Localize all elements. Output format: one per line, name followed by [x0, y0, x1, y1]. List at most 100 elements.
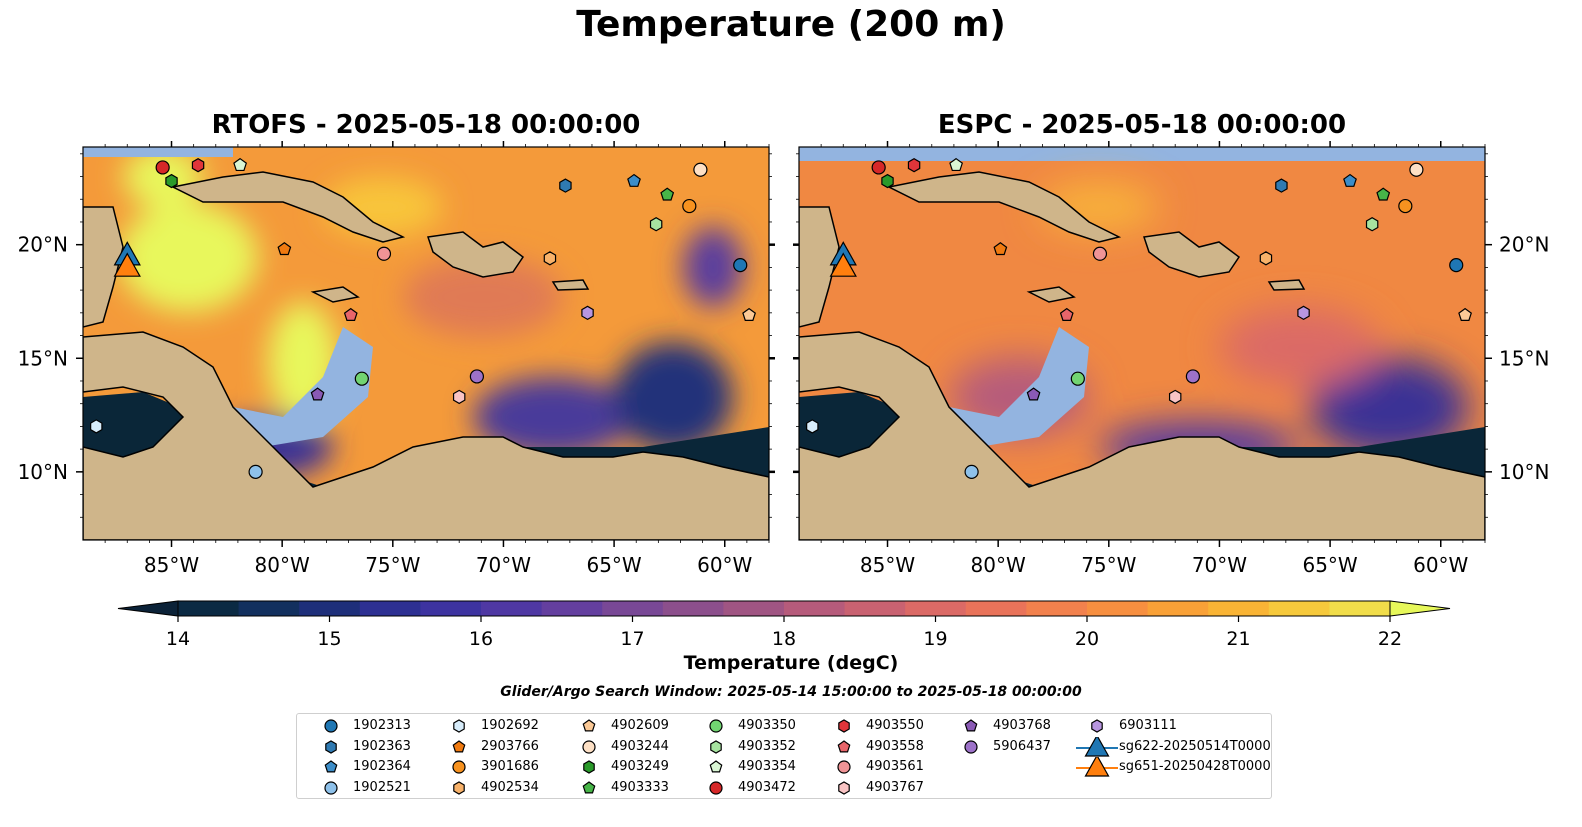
profile-markers-espc	[806, 157, 1472, 479]
profile-marker-4903354	[233, 157, 248, 172]
legend-label: 1902364	[353, 759, 411, 775]
legend-profile-icon	[452, 739, 466, 753]
colorbar-tick-label: 19	[923, 628, 947, 650]
lat-tick-label: 15°N	[1499, 346, 1549, 370]
colorbar-bin	[299, 601, 361, 616]
lon-tick-label: 70°W	[476, 553, 531, 577]
legend-profile-icon	[453, 719, 465, 733]
legend-item-6903111: 6903111	[1075, 716, 1265, 736]
legend-label: 6903111	[1119, 718, 1177, 733]
colorbar-bin	[481, 601, 543, 616]
colorbar-over-extension	[1389, 600, 1451, 617]
colorbar-bin	[905, 601, 967, 616]
legend-marker-icon	[583, 760, 595, 775]
legend-label: 4903244	[611, 738, 669, 754]
legend-item-4903354: 4903354	[694, 757, 884, 777]
colorbar-tick-label: 21	[1226, 628, 1250, 650]
legend-marker-icon	[582, 719, 596, 732]
legend-profile-icon	[582, 740, 596, 754]
profile-marker-4903354	[949, 157, 964, 172]
colorbar-bin	[1087, 601, 1149, 616]
legend-label: 4903249	[611, 759, 669, 775]
legend-profile-icon	[452, 760, 466, 774]
legend-profile-icon	[838, 781, 850, 795]
legend-marker-icon	[709, 781, 723, 795]
colorbar-under-extension	[117, 600, 179, 617]
legend-profile-icon	[838, 719, 850, 733]
legend-item-4903333: 4903333	[567, 778, 757, 798]
legend-marker-icon	[325, 739, 337, 754]
legend-item-4903249: 4903249	[567, 757, 757, 777]
lon-tick-label: 80°W	[255, 553, 310, 577]
colorbar-label: Temperature (degC)	[683, 652, 899, 674]
colorbar-bin	[602, 601, 664, 616]
profile-marker-1902521	[248, 464, 263, 479]
map-axes: 85°W 80°W 75°W 70°W 65°W 60°W 10°N 15°N 20°N 85°W…	[18, 141, 1549, 577]
legend-marker-icon	[838, 781, 850, 795]
profile-marker-4903550	[907, 157, 921, 173]
lat-tick-label: 20°N	[18, 233, 68, 257]
profile-marker-4903768	[1026, 387, 1041, 401]
colorbar-bin	[723, 601, 785, 616]
legend-label: 3901686	[481, 759, 539, 775]
legend-marker-icon	[324, 719, 338, 733]
figure-title: Temperature (200 m)	[576, 4, 1006, 45]
legend-item-5906437: 5906437	[949, 737, 1139, 757]
profile-marker-1902364	[627, 173, 641, 187]
legend-profile-icon	[709, 781, 723, 795]
profile-marker-4903352	[1365, 217, 1379, 232]
legend-label: 5906437	[993, 738, 1051, 754]
glider-marker-sg651-20250428T0000	[829, 252, 857, 277]
colorbar: 14 15 16 17 18 19 20 21 22	[117, 600, 1451, 650]
legend-item-4903472: 4903472	[694, 778, 884, 798]
legend-item-sg651-20250428T0000: sg651-20250428T0000	[1075, 757, 1271, 777]
map-panel-rtofs	[83, 147, 769, 540]
legend-item-4903767: 4903767	[822, 778, 1012, 798]
profile-marker-1902313	[1449, 258, 1464, 273]
legend-label: 4903352	[738, 738, 796, 754]
colorbar-bin	[238, 601, 300, 616]
legend-marker-icon	[452, 760, 466, 774]
lat-tick-label: 10°N	[1499, 460, 1549, 484]
profile-marker-6903111	[1297, 305, 1310, 321]
legend-marker-icon	[837, 739, 851, 753]
legend-marker-icon	[324, 781, 338, 795]
legend-item-1902521: 1902521	[309, 778, 499, 798]
panel-title-espc: ESPC - 2025-05-18 00:00:00	[937, 110, 1347, 140]
lon-tick-label: 80°W	[971, 553, 1026, 577]
search-window-caption: Glider/Argo Search Window: 2025-05-14 15…	[500, 684, 1082, 700]
profile-marker-4903350	[1070, 371, 1085, 386]
profile-marker-5906437	[469, 369, 484, 384]
legend-marker-icon	[710, 739, 722, 754]
legend-label: 4903350	[738, 718, 796, 733]
colorbar-bin	[844, 601, 906, 616]
legend-marker-icon	[1076, 757, 1118, 777]
map-panel-espc	[799, 147, 1485, 540]
legend-item-4902609: 4902609	[567, 716, 757, 736]
legend-item-4903768: 4903768	[949, 716, 1139, 736]
legend-marker-icon	[837, 760, 851, 774]
legend-item-4903350: 4903350	[694, 716, 884, 736]
profile-marker-4903561	[1092, 246, 1108, 261]
legend-marker-icon	[709, 719, 723, 733]
legend-profile-icon	[964, 719, 978, 732]
profile-marker-4902534	[1259, 251, 1273, 266]
legend-profile-icon	[710, 739, 722, 754]
legend-glider-icon	[1084, 757, 1110, 777]
legend-item-4902534: 4902534	[437, 778, 627, 798]
colorbar-bin	[784, 601, 846, 616]
legend-marker-icon	[453, 781, 465, 795]
profile-marker-4903472	[871, 160, 886, 175]
profile-marker-4903558	[1059, 307, 1074, 321]
colorbar-tick-label: 20	[1075, 628, 1099, 650]
legend-marker-icon	[582, 740, 596, 754]
legend-item-1902692: 1902692	[437, 716, 627, 736]
legend-profile-icon	[709, 719, 723, 733]
legend-label: 4903561	[866, 759, 924, 775]
colorbar-tick-label: 15	[317, 628, 341, 650]
colorbar-bin	[965, 601, 1027, 616]
legend-marker-icon	[324, 760, 338, 773]
legend-item-1902313: 1902313	[309, 716, 499, 736]
colorbar-bin	[1208, 601, 1270, 616]
legend-label: 4903472	[738, 780, 796, 796]
